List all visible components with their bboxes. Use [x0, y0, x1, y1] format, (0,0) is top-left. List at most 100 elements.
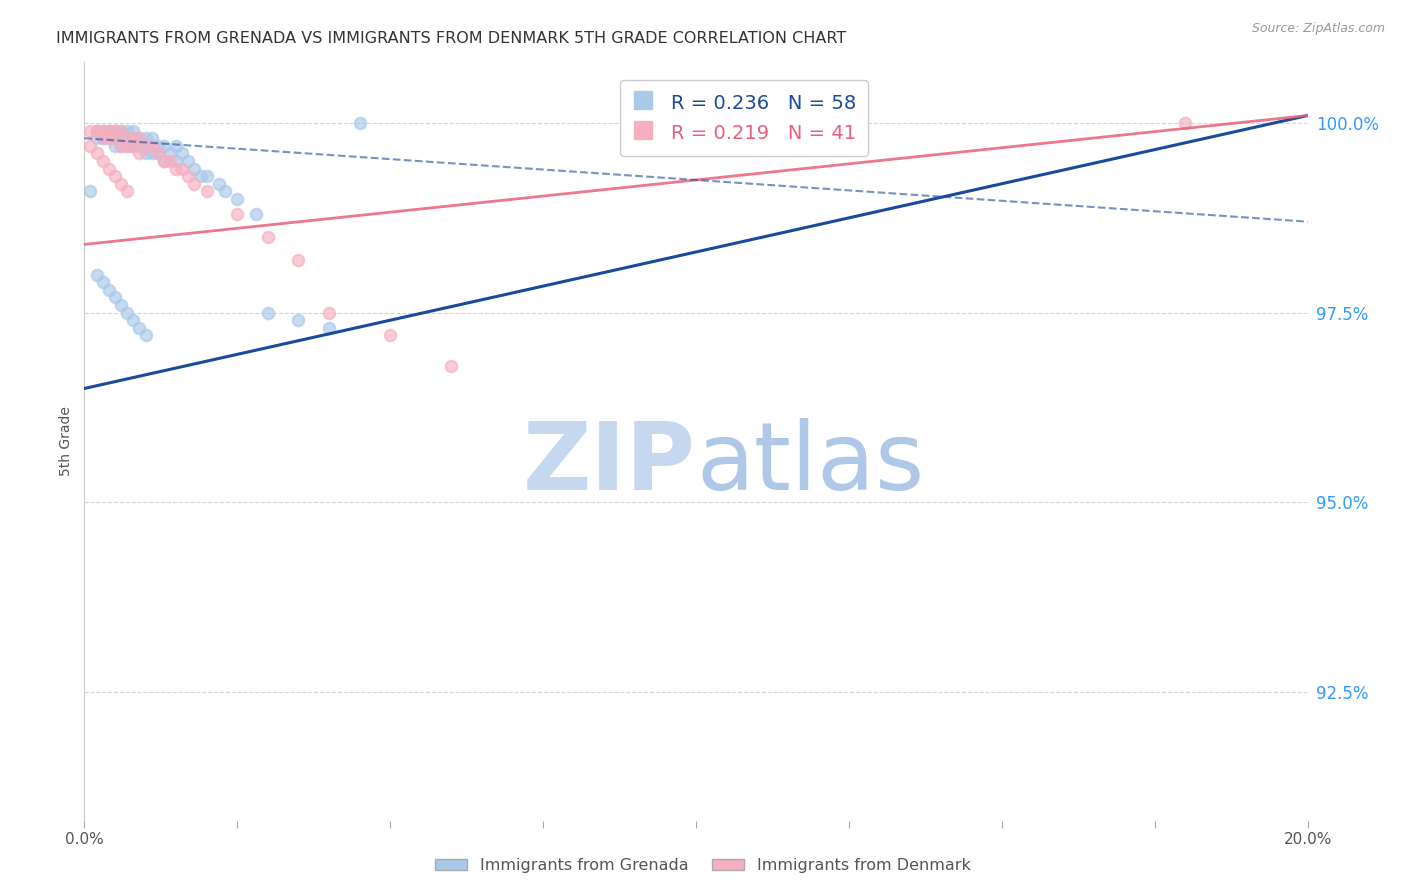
Point	[86, 146, 108, 161]
Point	[153, 139, 176, 153]
Legend: R = 0.236   N = 58, R = 0.219   N = 41: R = 0.236 N = 58, R = 0.219 N = 41	[620, 79, 868, 156]
Point	[110, 124, 132, 138]
Point	[195, 185, 218, 199]
Point	[165, 139, 187, 153]
Text: Source: ZipAtlas.com: Source: ZipAtlas.com	[1251, 22, 1385, 36]
Point	[86, 124, 108, 138]
Point	[97, 124, 120, 138]
Point	[172, 161, 194, 176]
Point	[159, 154, 181, 169]
Point	[115, 131, 138, 145]
Point	[110, 139, 132, 153]
Point	[79, 139, 101, 153]
Text: IMMIGRANTS FROM GRENADA VS IMMIGRANTS FROM DENMARK 5TH GRADE CORRELATION CHART: IMMIGRANTS FROM GRENADA VS IMMIGRANTS FR…	[56, 31, 846, 46]
Point	[110, 131, 132, 145]
Point	[86, 131, 108, 145]
Point	[86, 124, 108, 138]
Point	[97, 161, 120, 176]
Point	[104, 169, 127, 184]
Point	[97, 131, 120, 145]
Legend: Immigrants from Grenada, Immigrants from Denmark: Immigrants from Grenada, Immigrants from…	[429, 852, 977, 880]
Point	[104, 124, 127, 138]
Point	[79, 185, 101, 199]
Point	[110, 177, 132, 191]
Point	[257, 230, 280, 244]
Point	[128, 321, 150, 335]
Point	[122, 139, 145, 153]
Text: atlas: atlas	[696, 418, 924, 510]
Point	[172, 146, 194, 161]
Point	[141, 139, 163, 153]
Point	[165, 161, 187, 176]
Point	[104, 131, 127, 145]
Point	[122, 313, 145, 327]
Point	[91, 124, 114, 138]
Point	[122, 131, 145, 145]
Point	[177, 154, 200, 169]
Point	[91, 124, 114, 138]
Point	[226, 207, 249, 221]
Point	[97, 124, 120, 138]
Point	[91, 131, 114, 145]
Point	[135, 328, 157, 343]
Point	[128, 139, 150, 153]
Point	[135, 139, 157, 153]
Point	[208, 177, 231, 191]
Point	[141, 146, 163, 161]
Point	[110, 139, 132, 153]
Point	[153, 154, 176, 169]
Point	[115, 185, 138, 199]
Point	[146, 139, 169, 153]
Point	[135, 131, 157, 145]
Point	[135, 146, 157, 161]
Text: ZIP: ZIP	[523, 418, 696, 510]
Point	[195, 169, 218, 184]
Point	[97, 283, 120, 297]
Point	[135, 139, 157, 153]
Point	[183, 161, 205, 176]
Point	[104, 139, 127, 153]
Point	[110, 124, 132, 138]
Point	[128, 131, 150, 145]
Point	[122, 131, 145, 145]
Point	[104, 124, 127, 138]
Point	[91, 154, 114, 169]
Point	[318, 306, 340, 320]
Point	[287, 252, 309, 267]
Point	[122, 139, 145, 153]
Point	[349, 116, 371, 130]
Point	[380, 328, 402, 343]
Point	[177, 169, 200, 184]
Point	[440, 359, 463, 373]
Point	[318, 321, 340, 335]
Point	[115, 124, 138, 138]
Point	[141, 131, 163, 145]
Point	[153, 154, 176, 169]
Point	[146, 146, 169, 161]
Point	[79, 124, 101, 138]
Point	[183, 177, 205, 191]
Point	[97, 131, 120, 145]
Point	[115, 139, 138, 153]
Point	[214, 185, 236, 199]
Point	[1174, 116, 1197, 130]
Point	[128, 146, 150, 161]
Point	[146, 146, 169, 161]
Point	[245, 207, 267, 221]
Point	[190, 169, 212, 184]
Point	[128, 131, 150, 145]
Point	[91, 124, 114, 138]
Point	[115, 131, 138, 145]
Point	[226, 192, 249, 206]
Point	[115, 306, 138, 320]
Point	[97, 124, 120, 138]
Point	[104, 131, 127, 145]
Point	[86, 124, 108, 138]
Point	[159, 146, 181, 161]
Point	[104, 291, 127, 305]
Point	[122, 124, 145, 138]
Point	[104, 124, 127, 138]
Point	[91, 131, 114, 145]
Point	[165, 154, 187, 169]
Point	[115, 139, 138, 153]
